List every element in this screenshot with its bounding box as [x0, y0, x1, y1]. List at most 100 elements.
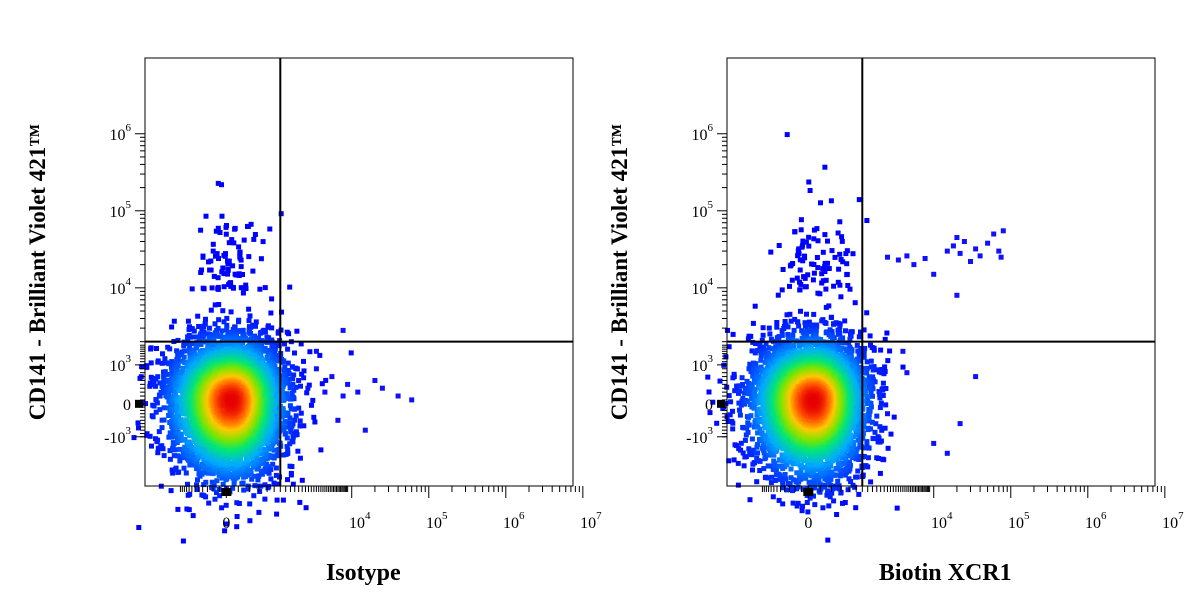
event-point: [186, 439, 192, 445]
event-point: [179, 382, 185, 388]
event-point: [297, 455, 303, 461]
event-point: [274, 511, 280, 517]
event-point: [135, 420, 141, 426]
event-point: [212, 496, 218, 502]
event-point: [232, 348, 238, 354]
event-point: [282, 341, 287, 347]
event-point: [172, 447, 178, 453]
event-point: [207, 343, 213, 349]
event-point: [182, 437, 188, 442]
event-point: [279, 309, 284, 315]
event-point: [184, 348, 190, 354]
event-point: [285, 477, 290, 483]
event-point: [253, 457, 259, 463]
event-point: [285, 447, 291, 453]
event-point: [287, 385, 293, 391]
event-point: [219, 475, 225, 481]
event-point: [279, 373, 284, 379]
event-point: [219, 328, 225, 334]
event-point: [268, 310, 274, 316]
event-point: [159, 443, 165, 449]
event-point: [187, 334, 193, 340]
event-point: [299, 477, 305, 483]
event-point: [220, 481, 226, 487]
event-point: [190, 513, 196, 519]
event-point: [306, 382, 312, 388]
event-point: [268, 467, 274, 472]
event-point: [280, 398, 286, 403]
event-point: [253, 319, 259, 325]
event-point: [172, 389, 178, 394]
event-point: [233, 329, 239, 335]
event-point: [255, 477, 261, 483]
event-point: [259, 451, 264, 457]
event-point: [169, 368, 175, 374]
event-point: [319, 381, 325, 387]
event-point: [257, 347, 263, 353]
event-point: [246, 306, 252, 312]
event-point: [262, 348, 268, 354]
event-point: [228, 309, 234, 315]
event-point: [208, 466, 214, 472]
event-point: [162, 356, 168, 362]
event-point: [251, 350, 257, 355]
event-point: [282, 371, 288, 377]
event-point: [248, 336, 254, 342]
event-point: [262, 451, 268, 457]
event-point: [150, 414, 156, 420]
event-point: [291, 387, 297, 393]
event-point: [274, 497, 280, 503]
event-point: [262, 446, 268, 452]
event-point: [144, 364, 150, 370]
event-point: [195, 313, 201, 319]
event-point: [256, 509, 262, 515]
event-point: [287, 463, 293, 469]
event-point: [247, 453, 253, 459]
event-point: [211, 463, 217, 469]
event-point: [224, 342, 230, 348]
event-point: [271, 407, 277, 413]
event-point: [153, 409, 159, 415]
event-point: [249, 476, 255, 482]
event-point: [213, 353, 219, 359]
event-point: [279, 377, 285, 382]
event-point: [203, 316, 208, 322]
event-point: [227, 331, 233, 336]
event-point: [194, 445, 200, 451]
event-point: [222, 528, 228, 534]
event-point: [169, 467, 175, 473]
event-point: [291, 372, 297, 378]
event-point: [179, 379, 185, 385]
event-point: [221, 319, 227, 325]
event-point: [272, 357, 278, 363]
event-point: [303, 505, 309, 511]
event-point: [249, 454, 255, 460]
event-point: [161, 417, 167, 423]
event-point: [210, 347, 216, 353]
event-point: [155, 450, 161, 456]
event-point: [175, 506, 181, 512]
event-point: [175, 416, 181, 422]
event-point: [268, 476, 274, 482]
event-point: [224, 315, 230, 321]
event-point: [273, 340, 279, 346]
event-point: [293, 365, 299, 371]
event-point: [257, 361, 262, 367]
event-point: [216, 333, 222, 339]
event-point: [263, 438, 269, 444]
event-point: [287, 420, 292, 426]
event-point: [245, 436, 251, 442]
event-point: [187, 324, 192, 330]
event-point: [196, 324, 202, 329]
event-point: [205, 470, 211, 476]
event-point: [190, 358, 196, 363]
event-point: [323, 377, 329, 383]
event-point: [246, 318, 252, 324]
event-point: [201, 470, 207, 476]
event-point: [251, 355, 257, 361]
event-point: [293, 413, 299, 419]
event-point: [187, 383, 193, 389]
event-point: [290, 433, 296, 439]
event-point: [290, 481, 296, 487]
